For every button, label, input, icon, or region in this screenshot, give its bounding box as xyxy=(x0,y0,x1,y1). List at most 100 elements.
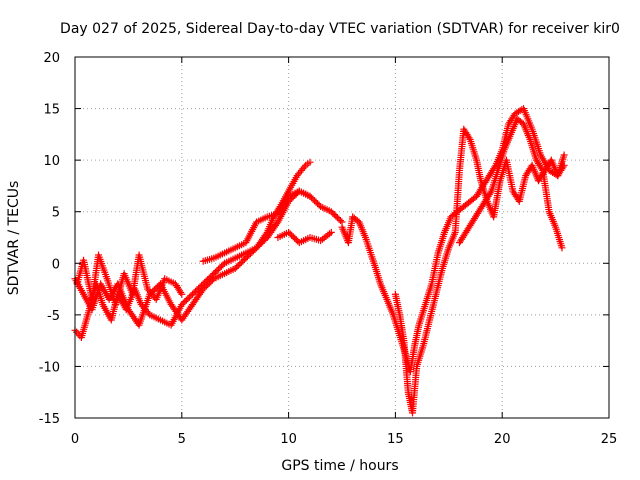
data-point xyxy=(213,267,221,275)
data-point xyxy=(289,233,297,241)
data-point xyxy=(254,242,262,250)
data-point xyxy=(465,134,473,142)
data-point xyxy=(214,265,222,273)
data-points xyxy=(71,105,568,417)
data-point xyxy=(73,328,81,336)
data-point xyxy=(315,201,323,209)
data-point xyxy=(327,228,335,236)
data-point xyxy=(285,228,293,236)
data-point xyxy=(216,264,224,272)
data-point xyxy=(336,217,344,225)
x-tick-label: 25 xyxy=(601,432,618,447)
data-point xyxy=(207,278,215,286)
data-point xyxy=(211,268,219,276)
series-trace-g xyxy=(391,125,568,417)
data-point xyxy=(184,295,192,303)
y-tick-label: 15 xyxy=(43,103,60,118)
data-point xyxy=(329,209,337,217)
data-point xyxy=(486,189,494,197)
y-axis-label: SDTVAR / TECUs xyxy=(6,181,22,296)
data-point xyxy=(306,158,314,166)
data-point xyxy=(204,281,212,289)
data-point xyxy=(251,245,259,253)
series-trace-c xyxy=(73,251,186,309)
series-trace-d xyxy=(199,187,346,265)
data-point xyxy=(491,163,499,171)
data-point xyxy=(152,284,160,292)
data-point xyxy=(245,251,253,259)
y-tick-label: 0 xyxy=(52,257,60,272)
data-point xyxy=(187,292,195,300)
data-point xyxy=(205,279,213,287)
data-point xyxy=(231,264,239,272)
x-tick-label: 10 xyxy=(280,432,297,447)
data-point xyxy=(291,234,299,242)
data-point xyxy=(332,212,340,220)
y-tick-label: 5 xyxy=(52,206,60,221)
y-tick-label: -5 xyxy=(47,309,60,324)
data-point xyxy=(307,194,315,202)
series-trace-h xyxy=(455,115,566,252)
data-point xyxy=(150,286,158,294)
data-point xyxy=(288,231,296,239)
data-point xyxy=(314,200,322,208)
data-point xyxy=(333,214,341,222)
data-point xyxy=(250,247,258,255)
series-trace-a xyxy=(71,158,314,342)
data-point xyxy=(273,220,281,228)
data-point xyxy=(330,211,338,219)
data-point xyxy=(257,239,265,247)
chart-title: Day 027 of 2025, Sidereal Day-to-day VTE… xyxy=(60,21,620,37)
data-point xyxy=(177,289,185,297)
data-point xyxy=(309,195,317,203)
data-point xyxy=(185,293,193,301)
data-point xyxy=(182,296,190,304)
data-point xyxy=(259,238,267,246)
data-point xyxy=(178,290,186,298)
data-point xyxy=(201,284,209,292)
data-point xyxy=(178,301,186,309)
data-point xyxy=(560,151,568,159)
y-tick-label: -10 xyxy=(39,360,60,375)
data-point xyxy=(311,197,319,205)
data-point xyxy=(179,299,187,307)
series-trace-f xyxy=(338,105,568,376)
data-point xyxy=(558,244,566,252)
data-point xyxy=(234,261,242,269)
data-point xyxy=(239,257,247,265)
data-point xyxy=(242,254,250,262)
x-tick-label: 15 xyxy=(387,432,404,447)
y-tick-label: 10 xyxy=(43,154,60,169)
data-point xyxy=(538,165,546,173)
data-point xyxy=(181,298,189,306)
x-tick-label: 5 xyxy=(178,432,186,447)
data-point xyxy=(217,262,225,270)
axis-ticks: 0 5 10 15 20 25 -15 -10 -5 0 5 10 15 20 xyxy=(39,51,618,447)
data-point xyxy=(327,208,335,216)
data-point xyxy=(192,287,200,295)
data-point xyxy=(236,260,244,268)
data-point xyxy=(202,282,210,290)
plot-frame xyxy=(74,56,610,419)
data-point xyxy=(240,256,248,264)
data-point xyxy=(219,261,227,269)
data-point xyxy=(233,263,241,271)
series-trace-e xyxy=(274,228,335,247)
x-tick-label: 20 xyxy=(494,432,511,447)
data-point xyxy=(208,276,216,284)
data-point xyxy=(306,192,314,200)
data-point xyxy=(292,236,300,244)
data-point xyxy=(190,289,198,297)
grid-lines xyxy=(75,57,609,418)
data-point xyxy=(286,230,294,238)
data-point xyxy=(312,198,320,206)
data-point xyxy=(237,259,245,267)
data-point xyxy=(256,241,264,249)
data-point xyxy=(188,290,196,298)
data-point xyxy=(248,248,256,256)
data-point xyxy=(193,286,201,294)
data-point xyxy=(243,253,251,261)
x-axis-label: GPS time / hours xyxy=(281,458,398,474)
data-point xyxy=(335,215,343,223)
